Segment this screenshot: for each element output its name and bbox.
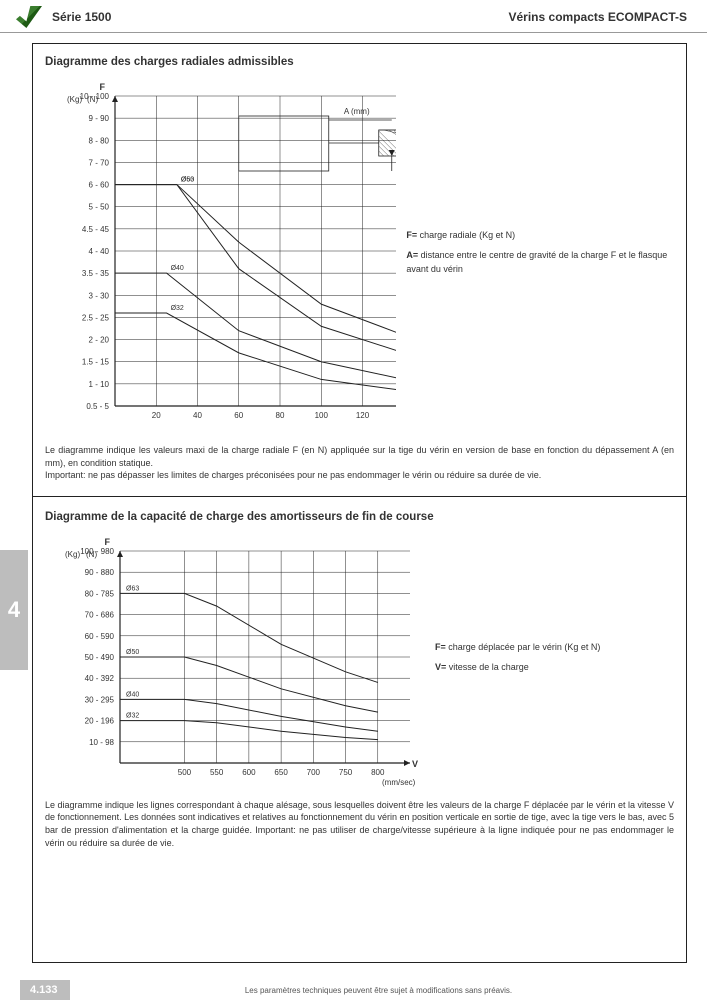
svg-text:9 - 90: 9 - 90 xyxy=(89,114,110,123)
svg-text:50 - 490: 50 - 490 xyxy=(85,653,115,662)
svg-text:Ø40: Ø40 xyxy=(126,691,139,698)
legend-A: A= distance entre le centre de gravité d… xyxy=(406,249,674,277)
svg-text:30 - 295: 30 - 295 xyxy=(85,695,115,704)
section2-desc-0: Le diagramme indique les lignes correspo… xyxy=(45,800,674,848)
chart2-wrap: 500 550 600 650 700 750 800 10 - 98 20 - 196 30 -… xyxy=(45,531,674,791)
legend-F-sym: F= xyxy=(406,230,419,240)
svg-text:120: 120 xyxy=(356,411,370,420)
svg-text:750: 750 xyxy=(339,768,353,777)
svg-text:80: 80 xyxy=(276,411,285,420)
svg-text:20: 20 xyxy=(152,411,161,420)
page: Série 1500 Vérins compacts ECOMPACT-S 4 … xyxy=(0,0,707,1000)
legend2-V-sym: V= xyxy=(435,662,449,672)
svg-text:Ø32: Ø32 xyxy=(126,712,139,719)
svg-text:80 - 785: 80 - 785 xyxy=(85,589,115,598)
page-number: 4.133 xyxy=(20,980,70,1000)
svg-text:600: 600 xyxy=(242,768,256,777)
svg-text:10 - 98: 10 - 98 xyxy=(89,738,114,747)
svg-text:4 - 40: 4 - 40 xyxy=(89,247,110,256)
section1-desc-0: Le diagramme indique les valeurs maxi de… xyxy=(45,445,674,468)
page-header: Série 1500 Vérins compacts ECOMPACT-S xyxy=(0,0,707,33)
svg-text:A (mm): A (mm) xyxy=(344,107,370,116)
series-label: Série 1500 xyxy=(52,10,111,24)
section2-desc: Le diagramme indique les lignes correspo… xyxy=(45,799,674,849)
chart1-wrap: 204060801001201401600.5 - 51 - 101.5 - 1… xyxy=(45,76,674,436)
chart1-legend: F= charge radiale (Kg et N) A= distance … xyxy=(396,229,674,283)
section1-title: Diagramme des charges radiales admissibl… xyxy=(45,56,674,68)
svg-text:(Kg): (Kg) xyxy=(67,95,82,104)
footer-note: Les paramètres techniques peuvent être s… xyxy=(245,986,512,995)
svg-text:550: 550 xyxy=(210,768,224,777)
section-divider xyxy=(33,496,686,497)
legend2-F-sym: F= xyxy=(435,642,448,652)
svg-text:Ø32: Ø32 xyxy=(171,305,184,312)
header-left: Série 1500 xyxy=(16,6,111,28)
chart-radial-load: 204060801001201401600.5 - 51 - 101.5 - 1… xyxy=(45,76,396,436)
svg-text:(N): (N) xyxy=(87,95,98,104)
svg-text:650: 650 xyxy=(274,768,288,777)
svg-text:90 - 880: 90 - 880 xyxy=(85,568,115,577)
svg-text:1.5 - 15: 1.5 - 15 xyxy=(82,358,110,367)
brand-logo-icon xyxy=(16,6,42,28)
svg-text:2 - 20: 2 - 20 xyxy=(89,336,110,345)
svg-text:V: V xyxy=(412,759,418,769)
legend2-F: F= charge déplacée par le vérin (Kg et N… xyxy=(435,641,600,655)
svg-text:500: 500 xyxy=(178,768,192,777)
svg-text:Ø50: Ø50 xyxy=(181,177,194,184)
svg-text:6 - 60: 6 - 60 xyxy=(89,181,110,190)
chapter-number: 4 xyxy=(8,597,20,623)
svg-text:1 - 10: 1 - 10 xyxy=(89,380,110,389)
svg-text:3 - 30: 3 - 30 xyxy=(89,291,110,300)
svg-text:4.5 - 45: 4.5 - 45 xyxy=(82,225,110,234)
svg-text:(N): (N) xyxy=(86,550,97,559)
svg-text:5 - 50: 5 - 50 xyxy=(89,203,110,212)
chart-cushion-capacity: 500 550 600 650 700 750 800 10 - 98 20 - 196 30 -… xyxy=(45,531,425,791)
svg-text:7 - 70: 7 - 70 xyxy=(89,158,110,167)
chapter-tab: 4 xyxy=(0,550,28,670)
chart2-legend: F= charge déplacée par le vérin (Kg et N… xyxy=(425,641,600,681)
svg-text:(mm/sec): (mm/sec) xyxy=(382,778,416,787)
legend2-F-text: charge déplacée par le vérin (Kg et N) xyxy=(448,642,600,652)
svg-text:20 - 196: 20 - 196 xyxy=(85,716,115,725)
svg-text:Ø40: Ø40 xyxy=(171,265,184,272)
svg-text:40: 40 xyxy=(193,411,202,420)
svg-text:100: 100 xyxy=(315,411,329,420)
svg-text:40 - 392: 40 - 392 xyxy=(85,674,115,683)
svg-text:700: 700 xyxy=(307,768,321,777)
section2-title: Diagramme de la capacité de charge des a… xyxy=(45,511,674,523)
legend-A-text: distance entre le centre de gravité de l… xyxy=(406,250,667,274)
page-footer: 4.133 Les paramètres techniques peuvent … xyxy=(0,980,707,1000)
svg-text:2.5 - 25: 2.5 - 25 xyxy=(82,313,110,322)
svg-text:0.5 - 5: 0.5 - 5 xyxy=(86,402,109,411)
svg-text:F: F xyxy=(105,537,111,547)
svg-text:800: 800 xyxy=(371,768,385,777)
svg-text:60: 60 xyxy=(234,411,243,420)
legend-A-sym: A= xyxy=(406,250,420,260)
svg-text:8 - 80: 8 - 80 xyxy=(89,136,110,145)
svg-text:Ø63: Ø63 xyxy=(126,585,139,592)
svg-text:70 - 686: 70 - 686 xyxy=(85,610,115,619)
product-label: Vérins compacts ECOMPACT-S xyxy=(509,10,688,24)
main-content: Diagramme des charges radiales admissibl… xyxy=(32,43,687,963)
legend2-V-text: vitesse de la charge xyxy=(449,662,529,672)
section1-desc: Le diagramme indique les valeurs maxi de… xyxy=(45,444,674,482)
legend2-V: V= vitesse de la charge xyxy=(435,661,600,675)
legend-F-text: charge radiale (Kg et N) xyxy=(420,230,516,240)
legend-F: F= charge radiale (Kg et N) xyxy=(406,229,674,243)
section1-desc-1: Important: ne pas dépasser les limites d… xyxy=(45,470,541,480)
svg-text:60 - 590: 60 - 590 xyxy=(85,632,115,641)
svg-text:3.5 - 35: 3.5 - 35 xyxy=(82,269,110,278)
section-cushion-load: Diagramme de la capacité de charge des a… xyxy=(45,511,674,849)
svg-text:F: F xyxy=(100,82,106,92)
section-radial-load: Diagramme des charges radiales admissibl… xyxy=(45,56,674,482)
svg-text:Ø50: Ø50 xyxy=(126,649,139,656)
svg-text:(Kg): (Kg) xyxy=(65,550,80,559)
